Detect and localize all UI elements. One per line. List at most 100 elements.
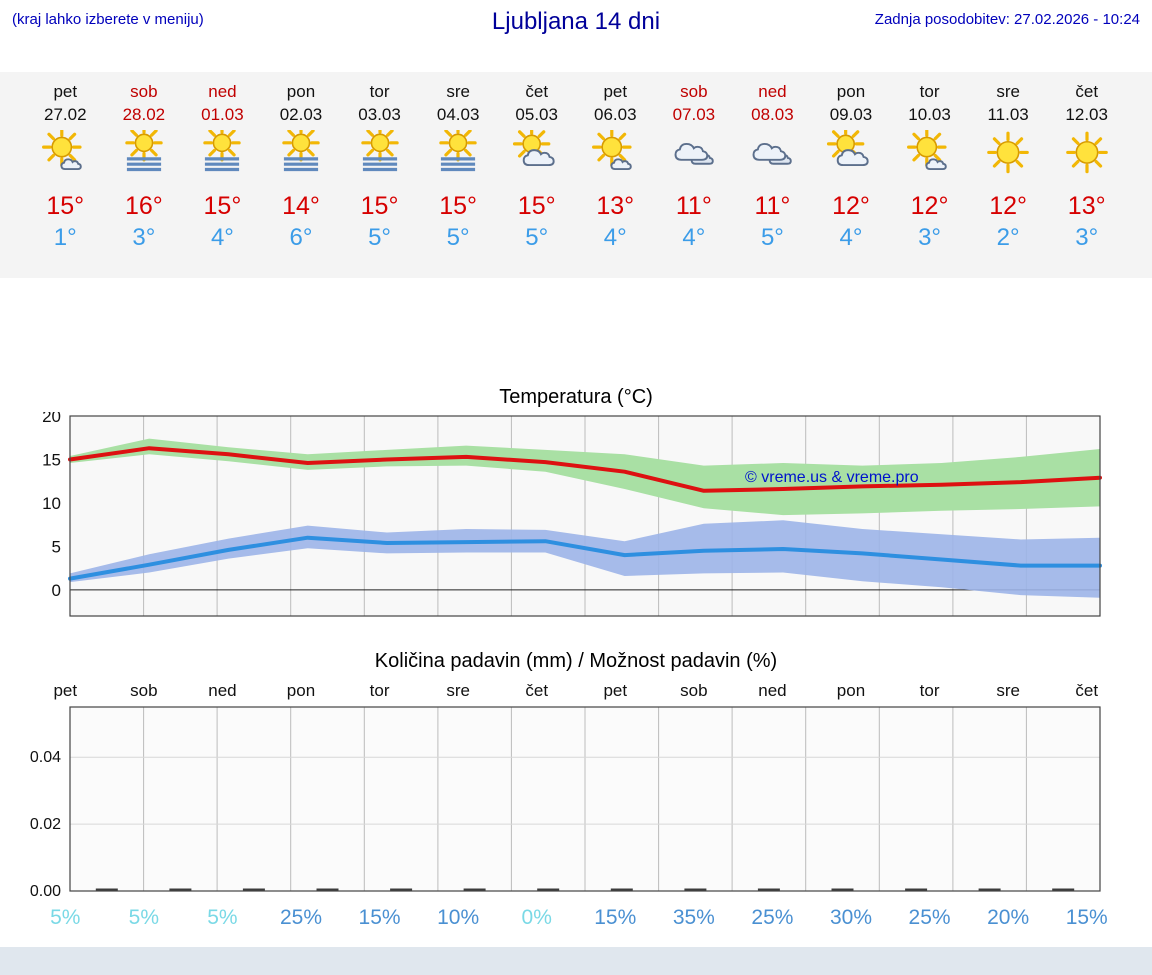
day-name: sre: [996, 82, 1020, 101]
precip-day-label: sob: [130, 681, 158, 700]
precip-percent: 20%: [987, 906, 1030, 929]
weather-icon-wrap: [497, 125, 576, 180]
precip-day-label: čet: [525, 681, 549, 700]
forecast-day-11.03: sre 11.03 12° 2°: [969, 82, 1048, 252]
svg-text:0: 0: [52, 581, 61, 600]
day-date: 28.02: [122, 105, 166, 124]
low-temp: 5°: [368, 224, 392, 251]
high-temp: 12°: [989, 192, 1028, 220]
forecast-day-02.03: pon 02.03 14° 6°: [262, 82, 341, 252]
precip-day-labels-row: pet sob ned pon tor sre čet pet sob ned pon tor sre č…: [0, 681, 1152, 701]
cloudy-icon: [674, 142, 714, 165]
precip-percent-row: 5% 5% 5% 25% 15% 10% 0% 15% 35% 25% 30% 25% 20% 15%: [0, 906, 1152, 930]
footer-bar: [0, 947, 1152, 975]
mostly-sunny-icon: [42, 127, 83, 171]
forecast-strip: pet 27.02 15° 1° sob 28.02 16° 3° ned 01.03 15° 4° p…: [0, 72, 1152, 278]
precipitation-section: Količina padavin (mm) / Možnost padavin …: [0, 650, 1152, 930]
low-temp: 4°: [210, 224, 234, 251]
precip-day-label: sob: [680, 681, 708, 700]
precip-day-label: ned: [208, 681, 237, 700]
weather-icon-wrap: [733, 130, 812, 180]
precipitation-chart: 0.00 0.02 0.04: [30, 706, 1101, 898]
forecast-day-27.02: pet 27.02 15° 1°: [26, 82, 105, 252]
high-temp: 15°: [517, 192, 556, 220]
low-temp: 5°: [760, 224, 784, 251]
precip-day-label: tor: [919, 681, 940, 700]
precip-percent: 25%: [751, 906, 794, 929]
partly-cloudy-icon: [512, 125, 555, 167]
cloudy-icon: [752, 142, 793, 165]
low-temp: 4°: [839, 224, 863, 251]
sunny-icon: [987, 131, 1029, 174]
low-temp: 1°: [53, 224, 77, 251]
page-header: (kraj lahko izberete v meniju) Ljubljana…: [0, 0, 1152, 36]
forecast-day-06.03: pet 06.03 13° 4°: [576, 82, 655, 252]
svg-text:10: 10: [42, 494, 61, 513]
weather-icon-wrap: [105, 124, 184, 180]
weather-icon-wrap: [419, 124, 498, 180]
forecast-day-12.03: čet 12.03 13° 3°: [1047, 82, 1126, 252]
day-name: tor: [369, 82, 390, 101]
high-temp: 14°: [282, 192, 320, 220]
menu-note: (kraj lahko izberete v meniju): [12, 11, 204, 28]
precip-day-label: pon: [286, 681, 316, 700]
forecast-day-07.03: sob 07.03 11° 4°: [655, 82, 734, 252]
weather-icon-wrap: [340, 124, 419, 180]
precip-percent: 15%: [594, 906, 637, 929]
high-temp: 15°: [360, 192, 399, 220]
high-temp: 11°: [675, 192, 712, 220]
day-date: 07.03: [672, 105, 716, 124]
sunny-icon: [1065, 131, 1108, 174]
day-date: 03.03: [358, 105, 401, 124]
precip-day-label: čet: [1075, 681, 1099, 700]
precipitation-chart-title: Količina padavin (mm) / Možnost padavin …: [374, 650, 778, 672]
day-date: 27.02: [44, 105, 87, 124]
day-date: 06.03: [594, 105, 637, 124]
precip-day-label: pet: [53, 681, 78, 700]
day-date: 08.03: [751, 105, 794, 124]
weather-icon-wrap: [1047, 130, 1126, 180]
precip-percent: 35%: [672, 906, 715, 929]
precip-percent: 0%: [521, 906, 552, 929]
weather-icon-wrap: [183, 124, 262, 180]
svg-text:15: 15: [42, 451, 61, 470]
sun-fog-icon: [360, 124, 399, 172]
day-name: sob: [680, 82, 708, 101]
temperature-chart-title: Temperatura (°C): [499, 386, 653, 408]
forecast-day-05.03: čet 05.03 15° 5°: [497, 82, 576, 252]
svg-text:0.02: 0.02: [30, 816, 61, 833]
precip-percent: 5%: [128, 906, 160, 929]
low-temp: 4°: [603, 224, 627, 251]
day-date: 01.03: [201, 105, 244, 124]
precip-percent: 30%: [829, 906, 872, 929]
weather-icon-wrap: [262, 124, 341, 180]
precip-percent: 5%: [207, 906, 238, 929]
svg-text:0.04: 0.04: [30, 749, 61, 766]
precip-day-label: ned: [758, 681, 787, 700]
low-temp: 5°: [525, 224, 549, 251]
day-name: ned: [208, 82, 237, 101]
low-temp: 3°: [1075, 224, 1099, 251]
low-temp: 2°: [996, 224, 1020, 251]
weather-icon-wrap: [969, 130, 1048, 180]
high-temp: 16°: [124, 192, 163, 220]
forecast-day-04.03: sre 04.03 15° 5°: [419, 82, 498, 252]
sun-fog-icon: [439, 124, 477, 172]
high-temp: 13°: [596, 192, 635, 220]
day-name: čet: [525, 82, 549, 101]
low-temp: 3°: [918, 224, 942, 251]
watermark: © vreme.us & vreme.pro: [745, 469, 919, 486]
high-temp: 11°: [754, 192, 791, 220]
day-date: 12.03: [1065, 105, 1108, 124]
precip-percent: 25%: [908, 906, 951, 929]
day-name: pet: [53, 82, 78, 101]
forecast-day-03.03: tor 03.03 15° 5°: [340, 82, 419, 252]
precip-day-label: tor: [369, 681, 390, 700]
forecast-day-08.03: ned 08.03 11° 5°: [733, 82, 812, 252]
weather-icon-wrap: [890, 127, 969, 180]
day-name: sre: [446, 82, 470, 101]
precip-percent: 15%: [1065, 906, 1108, 929]
temperature-chart: 0 5 10 15 20 © vreme.us & vreme.pro: [42, 412, 1102, 617]
day-name: sob: [130, 82, 158, 101]
precip-day-label: pet: [603, 681, 628, 700]
